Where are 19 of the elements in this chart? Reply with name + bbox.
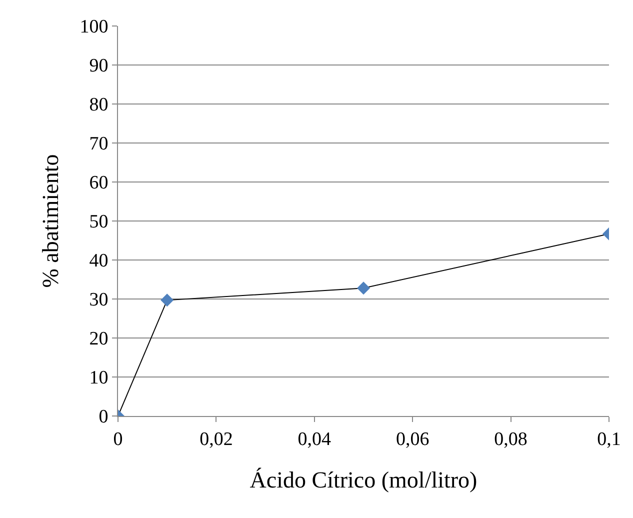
y-axis-title: % abatimiento xyxy=(38,154,64,288)
x-tick-label: 0,08 xyxy=(494,428,528,450)
y-tick-label: 80 xyxy=(89,94,108,116)
x-tick-label: 0,06 xyxy=(396,428,430,450)
y-tick-label: 60 xyxy=(89,172,108,194)
y-tick-label: 90 xyxy=(89,56,108,77)
y-tick-label: 20 xyxy=(89,328,108,350)
x-tick-label: 0,02 xyxy=(200,428,233,450)
x-tick-label: 0,1 xyxy=(597,428,621,450)
y-tick-label: 100 xyxy=(80,16,108,38)
y-tick-label: 10 xyxy=(89,368,108,389)
x-tick-label: 0 xyxy=(113,428,123,450)
y-tick-label: 40 xyxy=(89,250,108,272)
y-tick-label: 30 xyxy=(89,290,108,311)
y-tick-label: 70 xyxy=(89,134,108,155)
x-tick-label: 0,04 xyxy=(298,428,332,450)
x-axis-title: Ácido Cítrico (mol/litro) xyxy=(250,467,478,492)
y-tick-label: 0 xyxy=(98,406,108,428)
y-tick-label: 50 xyxy=(89,212,108,233)
